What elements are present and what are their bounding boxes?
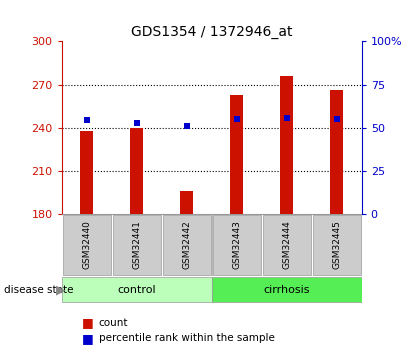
Point (183, 124, 190, 129)
Text: count: count (99, 318, 128, 327)
Text: ▶: ▶ (55, 283, 65, 296)
Bar (330, 90, 343, 214)
Text: ■: ■ (82, 316, 94, 329)
Text: GSM32443: GSM32443 (232, 220, 241, 269)
Point (83, 118, 90, 123)
Bar (212, 277, 362, 302)
Text: ■: ■ (82, 332, 94, 345)
Text: GSM32441: GSM32441 (132, 220, 141, 269)
Text: GSM32445: GSM32445 (332, 220, 341, 269)
Bar (180, 191, 193, 214)
Bar (113, 215, 161, 275)
Bar (62, 215, 111, 275)
Point (333, 116, 340, 122)
Point (133, 121, 140, 126)
Text: percentile rank within the sample: percentile rank within the sample (99, 333, 275, 343)
Title: GDS1354 / 1372946_at: GDS1354 / 1372946_at (131, 25, 292, 39)
Bar (163, 215, 211, 275)
Bar (62, 277, 212, 302)
Text: cirrhosis: cirrhosis (263, 285, 310, 295)
Bar (313, 215, 361, 275)
Bar (81, 130, 93, 214)
Bar (280, 76, 293, 214)
Text: GSM32444: GSM32444 (282, 220, 291, 269)
Bar (130, 128, 143, 214)
Text: GSM32440: GSM32440 (82, 220, 91, 269)
Bar (263, 215, 311, 275)
Bar (231, 95, 243, 214)
Point (283, 115, 290, 120)
Point (233, 116, 240, 122)
Text: control: control (118, 285, 156, 295)
Text: GSM32442: GSM32442 (182, 220, 191, 269)
Bar (212, 215, 261, 275)
Text: disease state: disease state (4, 285, 74, 295)
